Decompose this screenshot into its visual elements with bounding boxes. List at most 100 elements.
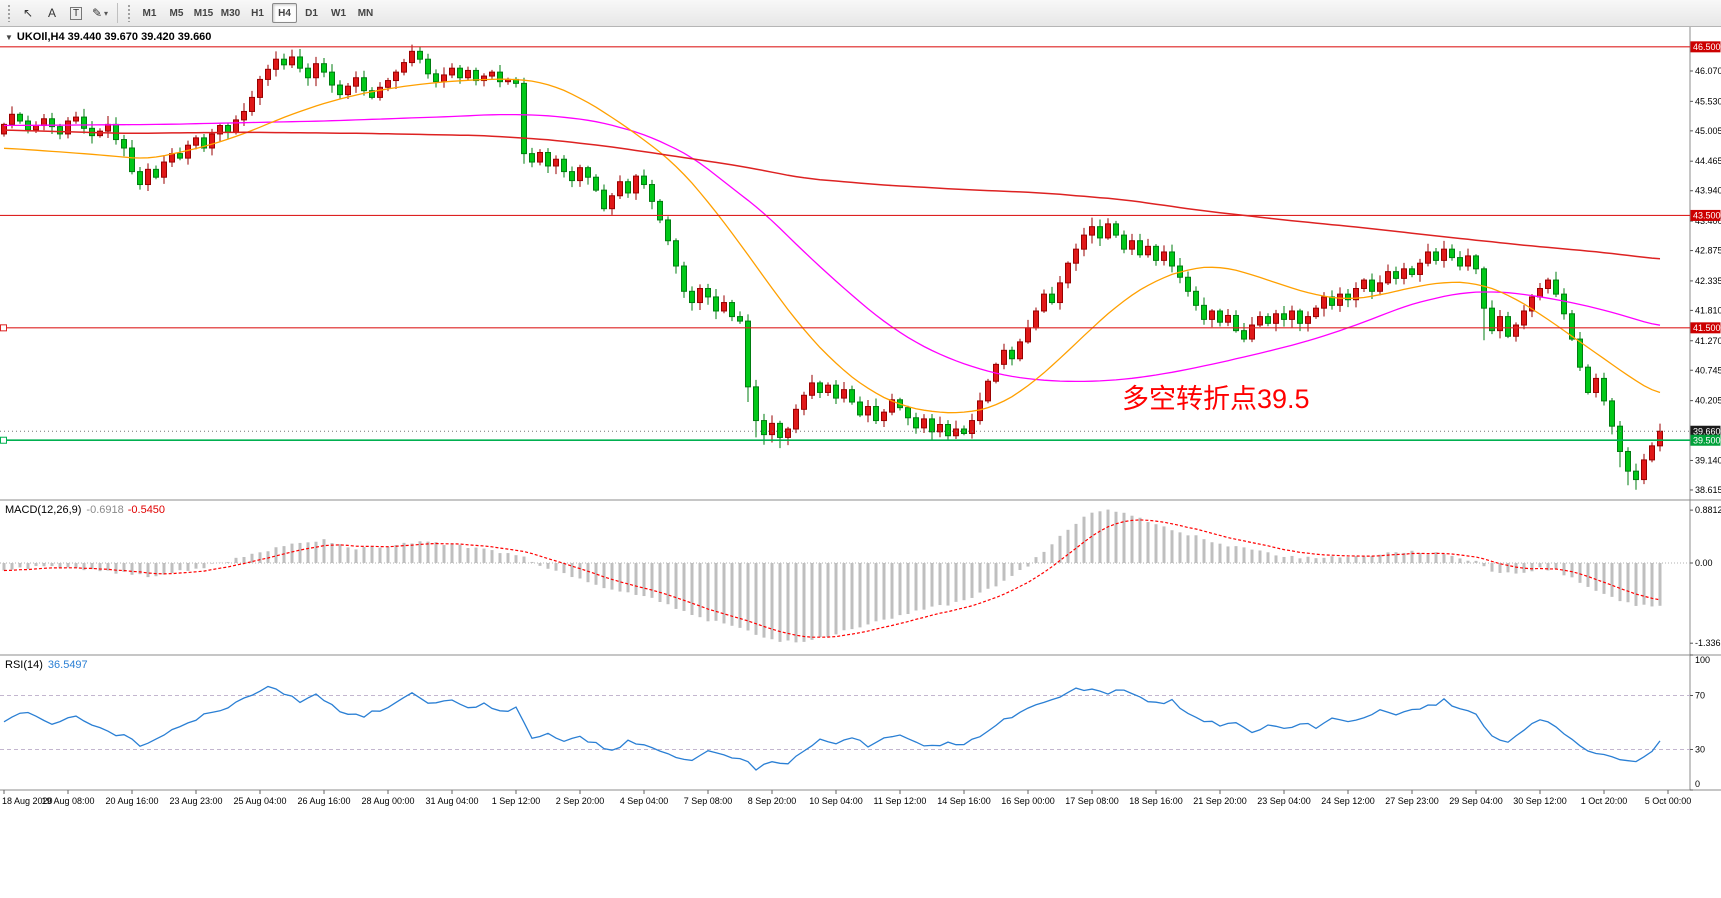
svg-text:43.400: 43.400 bbox=[1695, 216, 1721, 226]
cursor-icon: ↖ bbox=[22, 6, 34, 20]
panel-separators bbox=[0, 27, 1721, 791]
macd-name: MACD(12,26,9) bbox=[5, 504, 82, 516]
toolbar-grip[interactable] bbox=[7, 4, 12, 22]
candles bbox=[1, 44, 1663, 490]
svg-text:2 Sep 20:00: 2 Sep 20:00 bbox=[556, 796, 605, 806]
svg-text:42.335: 42.335 bbox=[1695, 276, 1721, 286]
svg-text:40.205: 40.205 bbox=[1695, 396, 1721, 406]
svg-text:70: 70 bbox=[1695, 691, 1705, 701]
textbox-tool-button[interactable]: T bbox=[65, 3, 87, 23]
timeframe-mn-button[interactable]: MN bbox=[357, 7, 374, 19]
svg-text:0.00: 0.00 bbox=[1695, 558, 1713, 568]
ohlc-values: 39.440 39.670 39.420 39.660 bbox=[67, 31, 212, 43]
macd-indicator-label: MACD(12,26,9) -0.6918 -0.5450 bbox=[5, 504, 165, 516]
svg-text:8 Sep 20:00: 8 Sep 20:00 bbox=[748, 796, 797, 806]
drawing-tools-toolbar: ↖ A T ✎ ▾ bbox=[16, 3, 112, 23]
svg-text:41.810: 41.810 bbox=[1695, 305, 1721, 315]
macd-panel bbox=[0, 509, 1690, 643]
svg-text:27 Sep 23:00: 27 Sep 23:00 bbox=[1385, 796, 1439, 806]
svg-text:39.500: 39.500 bbox=[1693, 435, 1721, 445]
symbol-period-label: UKOIl,H4 bbox=[16, 31, 65, 43]
svg-text:46.500: 46.500 bbox=[1693, 42, 1721, 52]
chart-area: 46.070 45.530 45.005 44.465 43.940 43.400 42.8… bbox=[0, 27, 1721, 898]
svg-text:4 Sep 04:00: 4 Sep 04:00 bbox=[620, 796, 669, 806]
toolbar-separator bbox=[117, 3, 118, 23]
timeframe-m15-button[interactable]: M15 bbox=[193, 7, 214, 19]
price-axis: 46.070 45.530 45.005 44.465 43.940 43.400 42.8… bbox=[1690, 66, 1721, 791]
timeframe-toolbar: M1 M5 M15 M30 H1 H4 D1 W1 MN bbox=[136, 3, 379, 23]
rsi-indicator-label: RSI(14) 36.5497 bbox=[5, 659, 88, 671]
svg-text:29 Sep 04:00: 29 Sep 04:00 bbox=[1449, 796, 1503, 806]
collapse-arrow-icon[interactable]: ▼ bbox=[5, 33, 13, 42]
svg-text:23 Aug 23:00: 23 Aug 23:00 bbox=[169, 796, 222, 806]
svg-text:43.940: 43.940 bbox=[1695, 186, 1721, 196]
svg-text:23 Sep 04:00: 23 Sep 04:00 bbox=[1257, 796, 1311, 806]
svg-text:42.875: 42.875 bbox=[1695, 246, 1721, 256]
chevron-down-icon: ▾ bbox=[104, 8, 109, 18]
chart-canvas[interactable]: 46.070 45.530 45.005 44.465 43.940 43.400 42.8… bbox=[0, 27, 1721, 898]
pencil-icon: ✎ bbox=[91, 6, 103, 20]
svg-text:100: 100 bbox=[1695, 655, 1710, 665]
text-box-icon: T bbox=[69, 6, 83, 20]
rsi-panel bbox=[0, 685, 1690, 771]
timeframe-h1-button[interactable]: H1 bbox=[251, 7, 264, 19]
svg-text:45.530: 45.530 bbox=[1695, 96, 1721, 106]
timeframe-m30-button[interactable]: M30 bbox=[220, 7, 241, 19]
svg-text:38.615: 38.615 bbox=[1695, 485, 1721, 495]
svg-text:18 Sep 16:00: 18 Sep 16:00 bbox=[1129, 796, 1183, 806]
svg-text:28 Aug 00:00: 28 Aug 00:00 bbox=[361, 796, 414, 806]
timeframe-m5-button[interactable]: M5 bbox=[169, 7, 184, 19]
timeframe-w1-button[interactable]: W1 bbox=[331, 7, 346, 19]
svg-text:45.005: 45.005 bbox=[1695, 126, 1721, 136]
rsi-name: RSI(14) bbox=[5, 659, 43, 671]
svg-text:0: 0 bbox=[1695, 779, 1700, 789]
svg-text:18 Aug 2020: 18 Aug 2020 bbox=[2, 796, 53, 806]
svg-text:40.745: 40.745 bbox=[1695, 365, 1721, 375]
timeframe-m1-button[interactable]: M1 bbox=[142, 7, 157, 19]
svg-text:1 Sep 12:00: 1 Sep 12:00 bbox=[492, 796, 541, 806]
svg-text:19 Aug 08:00: 19 Aug 08:00 bbox=[41, 796, 94, 806]
svg-text:26 Aug 16:00: 26 Aug 16:00 bbox=[297, 796, 350, 806]
horizontal-lines bbox=[0, 46, 1690, 444]
svg-text:31 Aug 04:00: 31 Aug 04:00 bbox=[425, 796, 478, 806]
toolbar-grip-2[interactable] bbox=[127, 4, 132, 22]
svg-text:30: 30 bbox=[1695, 745, 1705, 755]
svg-text:5 Oct 00:00: 5 Oct 00:00 bbox=[1645, 796, 1692, 806]
svg-text:7 Sep 08:00: 7 Sep 08:00 bbox=[684, 796, 733, 806]
svg-text:44.465: 44.465 bbox=[1695, 156, 1721, 166]
svg-text:43.500: 43.500 bbox=[1693, 211, 1721, 221]
svg-text:10 Sep 04:00: 10 Sep 04:00 bbox=[809, 796, 863, 806]
cursor-tool-button[interactable]: ↖ bbox=[17, 3, 39, 23]
svg-text:1 Oct 20:00: 1 Oct 20:00 bbox=[1581, 796, 1628, 806]
text-label-icon: A bbox=[47, 6, 56, 20]
svg-text:20 Aug 16:00: 20 Aug 16:00 bbox=[105, 796, 158, 806]
moving-averages bbox=[3, 78, 1661, 414]
draw-tool-button[interactable]: ✎ ▾ bbox=[89, 3, 111, 23]
svg-text:17 Sep 08:00: 17 Sep 08:00 bbox=[1065, 796, 1119, 806]
text-tool-button[interactable]: A bbox=[41, 3, 63, 23]
chart-quote-label: ▼ UKOIl,H4 39.440 39.670 39.420 39.660 bbox=[5, 31, 211, 43]
macd-main-value: -0.6918 bbox=[86, 504, 124, 516]
rsi-value: 36.5497 bbox=[47, 659, 88, 671]
svg-text:41.270: 41.270 bbox=[1695, 336, 1721, 346]
svg-text:11 Sep 12:00: 11 Sep 12:00 bbox=[874, 796, 927, 806]
svg-text:16 Sep 00:00: 16 Sep 00:00 bbox=[1001, 796, 1055, 806]
timeframe-h4-button[interactable]: H4 bbox=[272, 3, 297, 23]
svg-text:0.8812: 0.8812 bbox=[1695, 505, 1721, 515]
svg-text:46.070: 46.070 bbox=[1695, 66, 1721, 76]
top-toolbar: ↖ A T ✎ ▾ M1 M5 M15 M30 H1 H4 D1 W1 MN bbox=[0, 0, 1721, 27]
svg-text:21 Sep 20:00: 21 Sep 20:00 bbox=[1193, 796, 1247, 806]
svg-text:39.140: 39.140 bbox=[1695, 455, 1721, 465]
svg-text:39.660: 39.660 bbox=[1693, 426, 1721, 436]
svg-text:-1.3368: -1.3368 bbox=[1695, 638, 1721, 648]
svg-text:25 Aug 04:00: 25 Aug 04:00 bbox=[233, 796, 286, 806]
svg-text:14 Sep 16:00: 14 Sep 16:00 bbox=[937, 796, 991, 806]
svg-text:30 Sep 12:00: 30 Sep 12:00 bbox=[1513, 796, 1567, 806]
svg-text:41.500: 41.500 bbox=[1693, 323, 1721, 333]
chart-annotation-text[interactable]: 多空转折点39.5 bbox=[1122, 384, 1310, 414]
macd-signal-value: -0.5450 bbox=[127, 504, 166, 516]
timeframe-d1-button[interactable]: D1 bbox=[305, 7, 318, 19]
